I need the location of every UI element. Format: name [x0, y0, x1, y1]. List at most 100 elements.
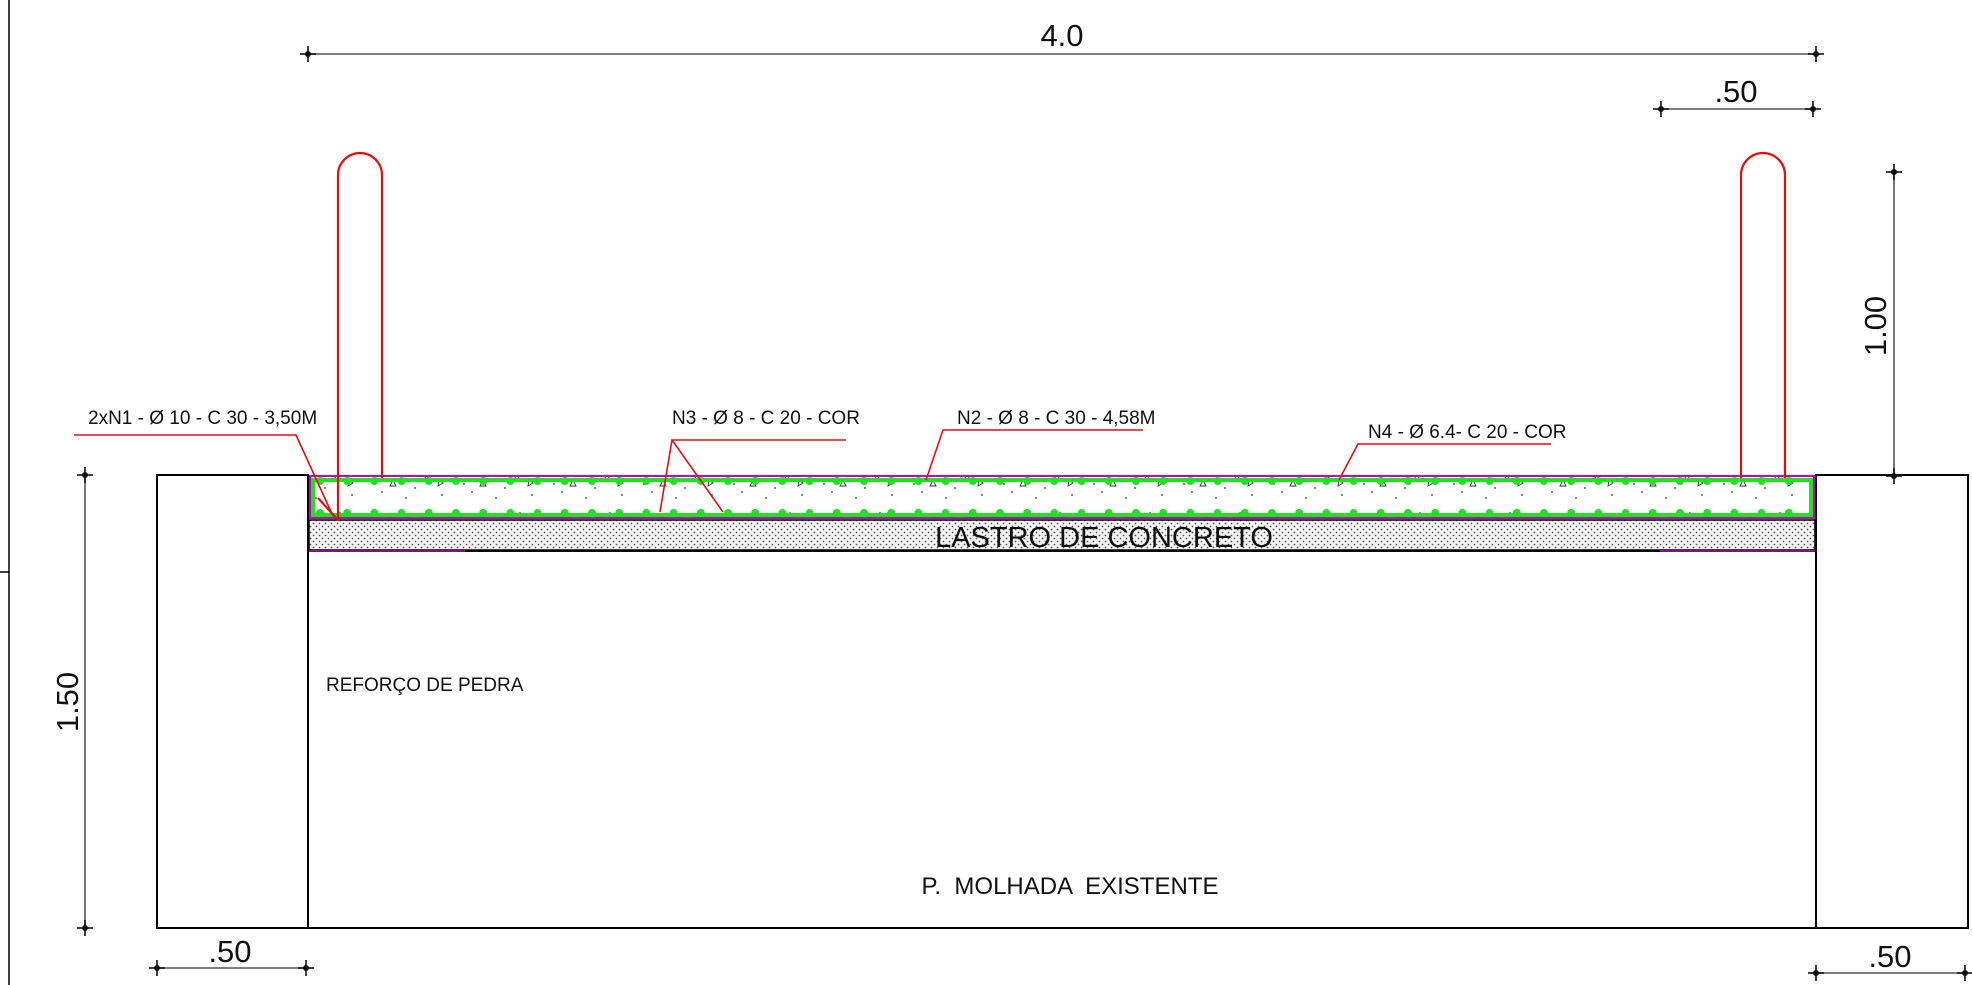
- dim-text-bottom-right: .50: [1868, 939, 1911, 974]
- rebar-dot: [805, 509, 814, 517]
- rebar-dot: [1458, 477, 1467, 485]
- rebar-dot: [397, 509, 406, 517]
- dim-tick-right-top: [1886, 164, 1902, 180]
- rebar-dot: [669, 509, 678, 517]
- dim-text-left-height: 1.50: [50, 672, 85, 732]
- dim-text-top-width: 4.0: [1040, 18, 1083, 53]
- rebar-dot: [1540, 509, 1548, 517]
- leader-n1: [74, 434, 334, 517]
- dim-tick-left-top: [77, 467, 93, 483]
- rebar-dot: [424, 477, 433, 485]
- rebar-dot: [724, 477, 732, 485]
- rebar-dot: [832, 509, 841, 517]
- rebar-dot: [343, 477, 352, 485]
- rebar-dot: [1159, 477, 1168, 485]
- dim-tick-top-left: [300, 46, 316, 62]
- dim-tick-bottom-right-b: [1957, 965, 1972, 981]
- rebar-dot: [642, 477, 651, 485]
- rebar-dot: [1077, 509, 1086, 517]
- rebar-dot: [1594, 477, 1603, 485]
- leader-n4: [1338, 443, 1551, 481]
- rebar-dot: [968, 509, 977, 517]
- rebar-dot: [1295, 477, 1304, 485]
- dim-text-bottom-left: .50: [208, 934, 251, 969]
- callout-n4: N4 - Ø 6.4- C 20 - COR: [1368, 422, 1567, 443]
- rebar-dot: [1404, 509, 1412, 517]
- leader-n2: [925, 429, 1143, 481]
- rebar-dot: [560, 509, 569, 517]
- rebar-dot: [914, 509, 923, 517]
- rebar-dot: [1648, 477, 1657, 485]
- rebar-dot: [1159, 509, 1168, 517]
- rebar-dot: [1567, 509, 1576, 517]
- rebar-dot: [1104, 477, 1113, 485]
- callout-n3: N3 - Ø 8 - C 20 - COR: [672, 408, 860, 429]
- dim-tick-top-right-b: [1805, 101, 1821, 117]
- rebar-dot: [1050, 509, 1059, 517]
- hairpin-foot-left: [317, 497, 339, 521]
- rebar-dot: [1023, 509, 1032, 517]
- lastro-label: LASTRO DE CONCRETO: [935, 522, 1273, 554]
- rebar-dot: [1268, 509, 1276, 517]
- rebar-dot: [615, 477, 624, 485]
- rebar-dot: [724, 509, 732, 517]
- rebar-dot: [370, 477, 379, 485]
- rebar-dot: [1376, 477, 1385, 485]
- rebar-dot: [1485, 509, 1494, 517]
- stone-block-right: [1815, 474, 1969, 929]
- rebar-dot: [1240, 509, 1249, 517]
- rebar-dot: [506, 477, 515, 485]
- rebar-dot: [805, 477, 814, 485]
- rebar-dot: [941, 509, 950, 517]
- rebar-dot: [533, 509, 542, 517]
- rebar-dot: [778, 477, 787, 485]
- rebar-dot: [1132, 477, 1140, 485]
- dim-tick-right-bottom: [1886, 468, 1902, 484]
- rebar-dot: [1757, 477, 1766, 485]
- rebar-dot: [1621, 509, 1630, 517]
- dim-tick-bottom-left-a: [149, 960, 165, 976]
- rebar-dot: [1023, 477, 1032, 485]
- dim-tick-top-right: [1808, 46, 1824, 62]
- callout-n1: 2xN1 - Ø 10 - C 30 - 3,50M: [88, 408, 317, 429]
- rebar-dot: [1132, 509, 1140, 517]
- longitudinal-rebar-dots: [316, 477, 1793, 517]
- rebar-dot: [887, 509, 896, 517]
- rebar-dot: [1213, 477, 1222, 485]
- existing-structure-label: P. MOLHADA EXISTENTE: [922, 873, 1219, 900]
- rebar-dot: [533, 477, 542, 485]
- rebar-dot: [1730, 477, 1739, 485]
- rebar-dot: [1295, 509, 1304, 517]
- rebar-dot: [1431, 477, 1440, 485]
- dim-tick-bottom-left-b: [298, 960, 314, 976]
- rebar-dot: [1104, 509, 1113, 517]
- rebar-dot: [1431, 509, 1440, 517]
- stone-block-left: [156, 474, 309, 929]
- callout-n2: N2 - Ø 8 - C 30 - 4,58M: [957, 408, 1156, 429]
- rebar-dot: [968, 477, 977, 485]
- dim-tick-left-bottom: [77, 920, 93, 936]
- rebar-dot: [941, 477, 950, 485]
- rebar-dot: [1648, 509, 1657, 517]
- rebar-dot: [1186, 509, 1195, 517]
- dim-tick-top-right-a: [1653, 101, 1669, 117]
- rebar-dot: [1349, 477, 1358, 485]
- lastro-layer: [308, 519, 1816, 551]
- rebar-dot: [370, 509, 379, 517]
- rebar-dot: [996, 509, 1004, 517]
- hairpin-rebar-left: [336, 151, 384, 520]
- rebar-dot: [1268, 477, 1276, 485]
- rebar-dot: [1594, 509, 1603, 517]
- rebar-dot: [1458, 509, 1467, 517]
- rebar-dot: [778, 509, 787, 517]
- rebar-dot: [832, 477, 841, 485]
- rebar-dot: [1730, 509, 1739, 517]
- rebar-dot: [1621, 477, 1630, 485]
- rebar-dot: [1240, 477, 1249, 485]
- rebar-dot: [588, 477, 596, 485]
- rebar-dot: [316, 509, 324, 517]
- rebar-dot: [506, 509, 515, 517]
- rebar-dot: [1077, 477, 1086, 485]
- rebar-dot: [397, 477, 406, 485]
